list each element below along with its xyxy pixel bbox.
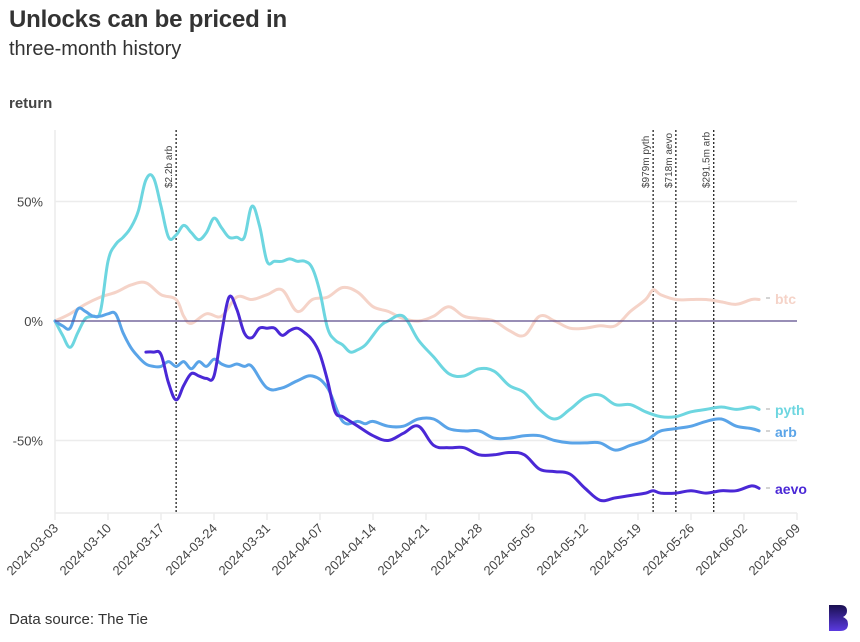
x-tick-label: 2024-03-10 <box>56 521 114 579</box>
x-tick-label: 2024-03-03 <box>3 521 61 579</box>
annotation-label: $979m pyth <box>641 136 652 188</box>
chart-title: Unlocks can be priced in <box>9 6 287 33</box>
data-source-note: Data source: The Tie <box>9 611 148 628</box>
series-line-arb <box>53 306 761 452</box>
annotation-layer: $2.2b arb $979m pyth $718m aevo $291.5m arb <box>164 130 715 513</box>
legend-label-arb: arb <box>775 424 797 440</box>
x-tick-label: 2024-04-14 <box>321 521 379 579</box>
y-tick-label: 0% <box>24 314 43 329</box>
x-tick-label: 2024-03-17 <box>109 521 167 579</box>
x-tick-label: 2024-05-26 <box>639 521 697 579</box>
legend-layer: btc pyth arb aevo <box>766 291 807 497</box>
x-tick-label: 2024-03-24 <box>162 521 220 579</box>
series-layer <box>53 173 797 503</box>
annotation-label: $718m aevo <box>664 133 675 188</box>
brand-b-logo-icon <box>829 605 848 631</box>
legend-label-pyth: pyth <box>775 402 805 418</box>
x-tick-label: 2024-04-21 <box>374 521 432 579</box>
y-tick-label: -50% <box>13 434 44 449</box>
series-line-pyth <box>53 173 761 421</box>
x-tick-label: 2024-05-05 <box>480 521 538 579</box>
annotation-label: $2.2b arb <box>164 145 175 188</box>
y-tick-label: 50% <box>17 195 43 210</box>
x-tick-label: 2024-03-31 <box>215 521 273 579</box>
x-tick-label: 2024-05-12 <box>533 521 591 579</box>
legend-label-btc: btc <box>775 291 796 307</box>
series-line-aevo <box>144 294 761 503</box>
axis-layer: 50%0%-50%2024-03-032024-03-102024-03-172… <box>3 195 803 579</box>
chart-subtitle: three-month history <box>9 38 182 60</box>
x-tick-label: 2024-06-02 <box>692 521 750 579</box>
x-tick-label: 2024-05-19 <box>586 521 644 579</box>
x-tick-label: 2024-04-28 <box>427 521 485 579</box>
x-tick-label: 2024-06-09 <box>745 521 803 579</box>
annotation-label: $291.5m arb <box>702 131 713 188</box>
legend-label-aevo: aevo <box>775 481 807 497</box>
x-tick-label: 2024-04-07 <box>268 521 326 579</box>
y-axis-title: return <box>9 95 53 112</box>
